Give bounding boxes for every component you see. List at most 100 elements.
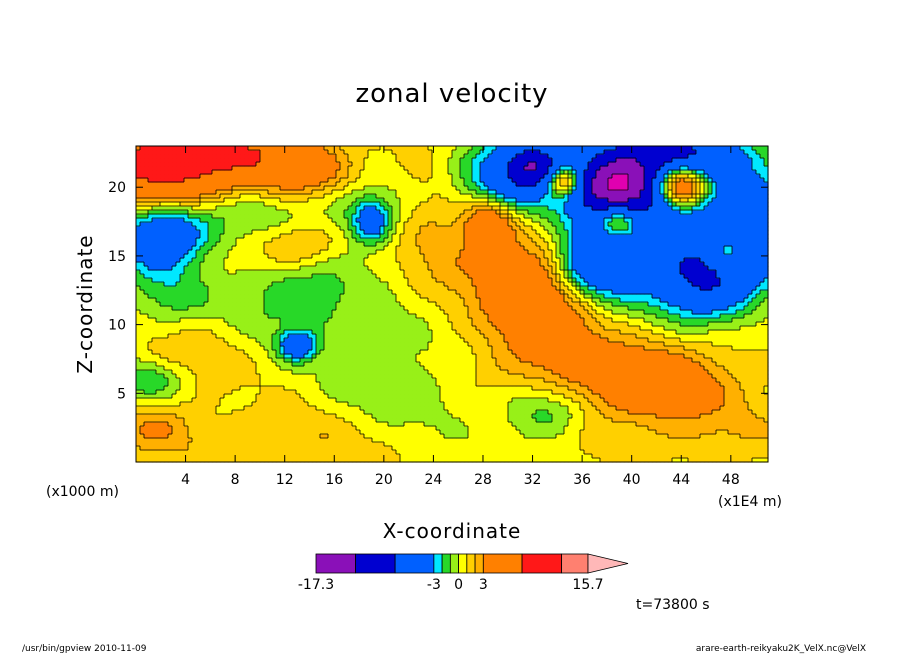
field-cell (200, 458, 205, 463)
field-cell (548, 358, 553, 363)
field-cell (336, 434, 341, 439)
field-cell (560, 390, 565, 395)
field-cell (332, 346, 337, 351)
field-cell (520, 382, 525, 387)
field-cell (716, 418, 721, 423)
field-cell (724, 346, 729, 351)
field-cell (496, 434, 501, 439)
field-cell (544, 446, 549, 451)
field-cell (696, 450, 701, 455)
field-cell (424, 438, 429, 443)
field-cell (172, 414, 177, 419)
field-cell (300, 418, 305, 423)
field-cell (464, 398, 469, 403)
field-cell (160, 334, 165, 339)
field-cell (672, 374, 677, 379)
field-cell (212, 334, 217, 339)
field-cell (548, 346, 553, 351)
field-cell (152, 434, 157, 439)
field-cell (728, 454, 733, 459)
field-cell (508, 350, 513, 355)
field-cell (628, 346, 633, 351)
field-cell (632, 370, 637, 375)
field-cell (236, 406, 241, 411)
field-cell (252, 398, 257, 403)
field-cell (596, 414, 601, 419)
field-cell (540, 350, 545, 355)
field-cell (652, 370, 657, 375)
field-cell (292, 354, 297, 359)
field-cell (600, 458, 605, 463)
field-cell (412, 394, 417, 399)
field-cell (492, 438, 497, 443)
field-cell (312, 346, 317, 351)
field-cell (280, 366, 285, 371)
field-cell (148, 418, 153, 423)
field-cell (748, 390, 753, 395)
field-cell (144, 366, 149, 371)
field-cell (512, 342, 517, 347)
field-cell (236, 450, 241, 455)
field-cell (644, 386, 649, 391)
field-cell (624, 386, 629, 391)
field-cell (520, 350, 525, 355)
field-cell (524, 418, 529, 423)
field-cell (596, 362, 601, 367)
field-cell (284, 366, 289, 371)
field-cell (436, 386, 441, 391)
field-cell (680, 458, 685, 463)
field-cell (544, 458, 549, 463)
field-cell (632, 374, 637, 379)
field-cell (212, 354, 217, 359)
field-cell (444, 406, 449, 411)
field-cell (648, 390, 653, 395)
field-cell (508, 398, 513, 403)
field-cell (536, 410, 541, 415)
field-cell (272, 358, 277, 363)
field-cell (560, 346, 565, 351)
field-cell (368, 390, 373, 395)
field-cell (192, 350, 197, 355)
field-cell (452, 410, 457, 415)
field-cell (608, 402, 613, 407)
field-cell (516, 394, 521, 399)
field-cell (716, 358, 721, 363)
field-cell (652, 418, 657, 423)
field-cell (620, 402, 625, 407)
field-cell (180, 406, 185, 411)
field-cell (436, 338, 441, 343)
field-cell (720, 362, 725, 367)
field-cell (332, 446, 337, 451)
field-cell (312, 350, 317, 355)
field-cell (460, 398, 465, 403)
field-cell (752, 426, 757, 431)
field-cell (532, 382, 537, 387)
field-cell (644, 382, 649, 387)
field-cell (420, 342, 425, 347)
field-cell (744, 422, 749, 427)
field-cell (304, 382, 309, 387)
field-cell (404, 450, 409, 455)
field-cell (436, 358, 441, 363)
field-cell (456, 390, 461, 395)
field-cell (752, 434, 757, 439)
field-cell (616, 390, 621, 395)
field-cell (548, 398, 553, 403)
field-cell (484, 406, 489, 411)
field-cell (764, 454, 769, 459)
field-cell (388, 390, 393, 395)
field-cell (532, 350, 537, 355)
field-cell (312, 450, 317, 455)
field-cell (640, 350, 645, 355)
field-cell (712, 338, 717, 343)
field-cell (208, 342, 213, 347)
field-cell (280, 334, 285, 339)
field-cell (400, 334, 405, 339)
field-cell (400, 442, 405, 447)
field-cell (460, 350, 465, 355)
field-cell (428, 414, 433, 419)
field-cell (288, 366, 293, 371)
field-cell (224, 338, 229, 343)
field-cell (204, 394, 209, 399)
field-cell (632, 338, 637, 343)
